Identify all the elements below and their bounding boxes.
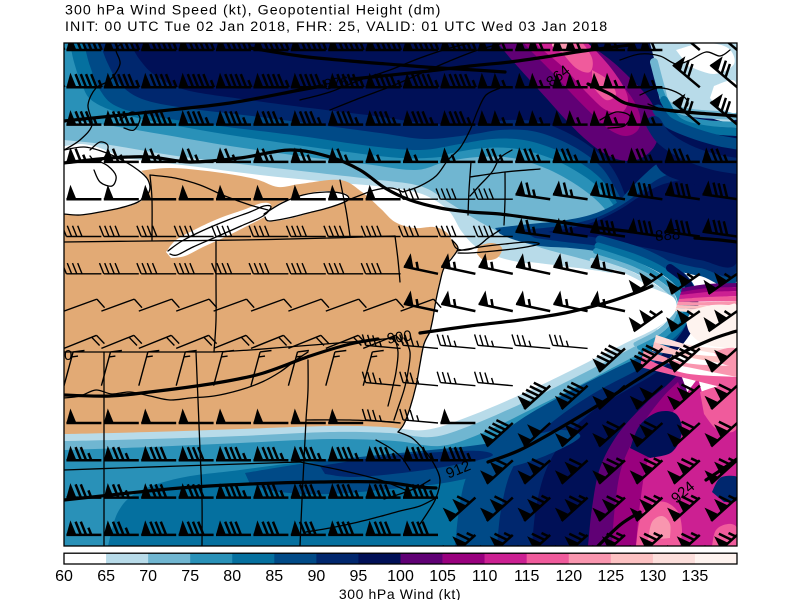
svg-text:65: 65 (97, 568, 115, 585)
svg-text:95: 95 (350, 568, 368, 585)
svg-text:105: 105 (429, 568, 456, 585)
svg-text:115: 115 (514, 568, 540, 585)
svg-text:80: 80 (223, 568, 241, 585)
svg-text:135: 135 (682, 568, 709, 585)
svg-text:INIT: 00 UTC Tue 02 Jan 2018,: INIT: 00 UTC Tue 02 Jan 2018, FHR: 25, V… (65, 19, 608, 35)
svg-text:75: 75 (181, 568, 199, 585)
svg-text:130: 130 (640, 568, 667, 585)
svg-text:110: 110 (472, 568, 498, 585)
svg-text:125: 125 (597, 568, 624, 585)
svg-text:100: 100 (387, 568, 414, 585)
svg-text:300 hPa Wind (kt): 300 hPa Wind (kt) (339, 586, 461, 600)
svg-text:300 hPa Wind Speed (kt), Geopo: 300 hPa Wind Speed (kt), Geopotential He… (65, 2, 441, 18)
svg-text:900: 900 (386, 327, 413, 347)
svg-text:90: 90 (308, 568, 326, 585)
svg-text:120: 120 (555, 568, 582, 585)
svg-text:85: 85 (265, 568, 283, 585)
svg-text:60: 60 (55, 568, 73, 585)
svg-text:70: 70 (139, 568, 157, 585)
svg-text:0: 0 (64, 347, 72, 364)
